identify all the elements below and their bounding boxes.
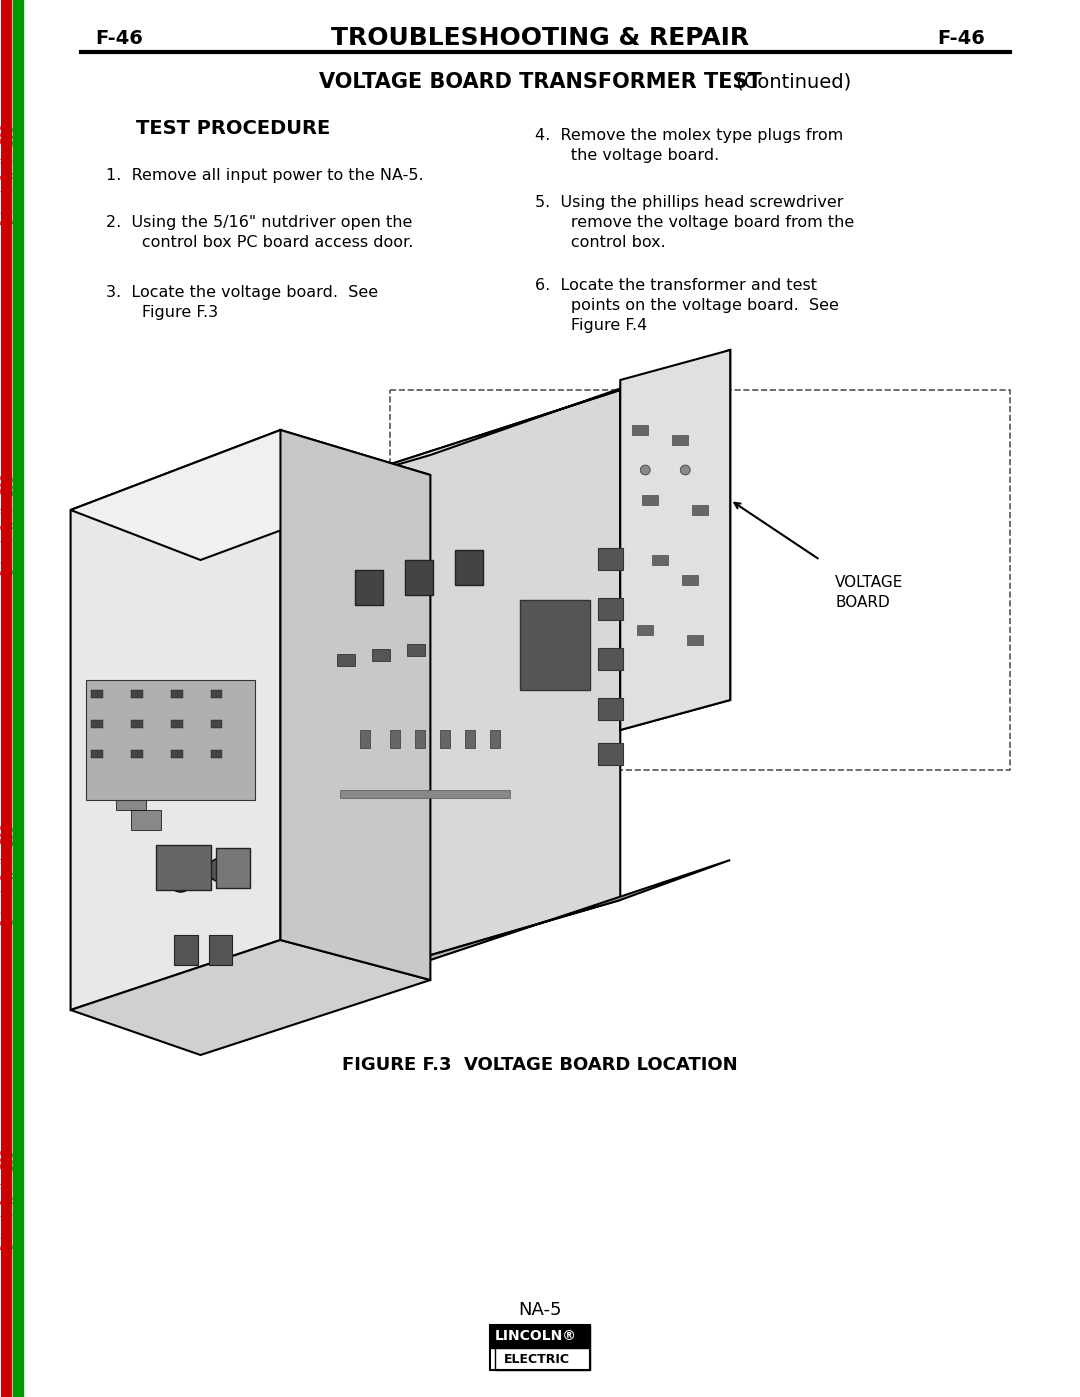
Bar — [140, 750, 171, 770]
Bar — [171, 690, 183, 698]
Bar — [521, 599, 591, 690]
Text: 1.  Remove all input power to the NA-5.: 1. Remove all input power to the NA-5. — [106, 168, 423, 183]
Bar — [490, 1324, 591, 1370]
Polygon shape — [70, 430, 281, 1010]
Text: FIGURE F.3  VOLTAGE BOARD LOCATION: FIGURE F.3 VOLTAGE BOARD LOCATION — [342, 1056, 738, 1074]
Bar — [171, 750, 183, 759]
Text: 2.  Using the 5/16" nutdriver open the: 2. Using the 5/16" nutdriver open the — [106, 215, 411, 231]
Bar — [416, 731, 426, 747]
Bar — [598, 698, 623, 719]
Bar — [116, 740, 146, 760]
Bar — [337, 654, 355, 666]
Polygon shape — [310, 351, 730, 490]
Bar — [211, 690, 222, 698]
Polygon shape — [281, 430, 430, 981]
Bar — [672, 434, 688, 446]
Text: control box.: control box. — [536, 235, 666, 250]
Bar — [687, 636, 703, 645]
Text: Return to Master TOC: Return to Master TOC — [13, 1151, 22, 1249]
Bar — [632, 425, 648, 434]
Bar — [208, 935, 232, 965]
Text: Return to Section TOC: Return to Section TOC — [1, 824, 10, 925]
Bar — [13, 0, 23, 1397]
Polygon shape — [310, 390, 620, 990]
Bar — [390, 731, 401, 747]
Bar — [211, 719, 222, 728]
Text: 6.  Locate the transformer and test: 6. Locate the transformer and test — [536, 278, 818, 293]
Circle shape — [640, 465, 650, 475]
Text: Return to Master TOC: Return to Master TOC — [13, 826, 22, 923]
Text: 3.  Locate the voltage board.  See: 3. Locate the voltage board. See — [106, 285, 378, 300]
Bar — [131, 719, 143, 728]
Bar — [211, 750, 222, 759]
Text: Figure F.3: Figure F.3 — [106, 305, 218, 320]
Bar — [496, 1348, 591, 1370]
Text: TROUBLESHOOTING & REPAIR: TROUBLESHOOTING & REPAIR — [332, 27, 750, 50]
Text: F-46: F-46 — [937, 28, 985, 47]
Circle shape — [208, 858, 232, 882]
Text: TEST PROCEDURE: TEST PROCEDURE — [136, 119, 329, 137]
Bar — [490, 1324, 591, 1348]
Bar — [643, 495, 658, 504]
Text: remove the voltage board from the: remove the voltage board from the — [536, 215, 854, 231]
Circle shape — [168, 868, 192, 893]
Polygon shape — [70, 430, 430, 560]
Text: Return to Section TOC: Return to Section TOC — [1, 124, 10, 225]
Bar — [637, 624, 653, 636]
Text: (Continued): (Continued) — [730, 73, 851, 91]
Text: VOLTAGE
BOARD: VOLTAGE BOARD — [835, 576, 904, 610]
Bar — [131, 810, 161, 830]
Bar — [598, 648, 623, 671]
Text: Return to Master TOC: Return to Master TOC — [13, 476, 22, 574]
Bar — [373, 650, 390, 661]
Bar — [174, 935, 198, 965]
Bar — [361, 731, 370, 747]
Bar — [340, 789, 511, 798]
Bar — [465, 731, 475, 747]
Text: 4.  Remove the molex type plugs from: 4. Remove the molex type plugs from — [536, 129, 843, 142]
Bar — [355, 570, 383, 605]
Text: control box PC board access door.: control box PC board access door. — [106, 235, 413, 250]
Text: NA-5: NA-5 — [518, 1301, 562, 1319]
Bar — [216, 848, 251, 888]
Bar — [91, 690, 103, 698]
Bar — [171, 719, 183, 728]
Text: Return to Master TOC: Return to Master TOC — [13, 126, 22, 224]
Bar — [131, 690, 143, 698]
Bar — [91, 750, 103, 759]
Text: Figure F.4: Figure F.4 — [536, 319, 648, 332]
Bar — [683, 576, 699, 585]
Polygon shape — [620, 351, 730, 731]
Text: LINCOLN®: LINCOLN® — [495, 1330, 577, 1344]
Text: 5.  Using the phillips head screwdriver: 5. Using the phillips head screwdriver — [536, 196, 843, 210]
Text: points on the voltage board.  See: points on the voltage board. See — [536, 298, 839, 313]
Polygon shape — [310, 861, 730, 990]
Bar — [456, 550, 484, 585]
Polygon shape — [620, 351, 730, 731]
Text: Return to Section TOC: Return to Section TOC — [1, 475, 10, 576]
Bar — [131, 750, 143, 759]
Bar — [156, 845, 211, 890]
Circle shape — [680, 465, 690, 475]
Bar — [405, 560, 433, 595]
Bar — [441, 731, 450, 747]
Bar — [598, 548, 623, 570]
Text: ELECTRIC: ELECTRIC — [504, 1352, 570, 1366]
Bar — [598, 598, 623, 620]
Bar — [652, 555, 669, 564]
Text: Return to Section TOC: Return to Section TOC — [1, 1150, 10, 1250]
Bar — [490, 731, 500, 747]
Bar — [116, 789, 146, 810]
Bar — [692, 504, 708, 515]
Bar — [1, 0, 11, 1397]
Bar — [598, 743, 623, 766]
Text: VOLTAGE BOARD TRANSFORMER TEST: VOLTAGE BOARD TRANSFORMER TEST — [319, 73, 761, 92]
Text: the voltage board.: the voltage board. — [536, 148, 719, 163]
Bar — [85, 680, 256, 800]
Bar — [407, 644, 426, 657]
Bar — [91, 719, 103, 728]
Text: F-46: F-46 — [95, 28, 144, 47]
Polygon shape — [70, 940, 430, 1055]
